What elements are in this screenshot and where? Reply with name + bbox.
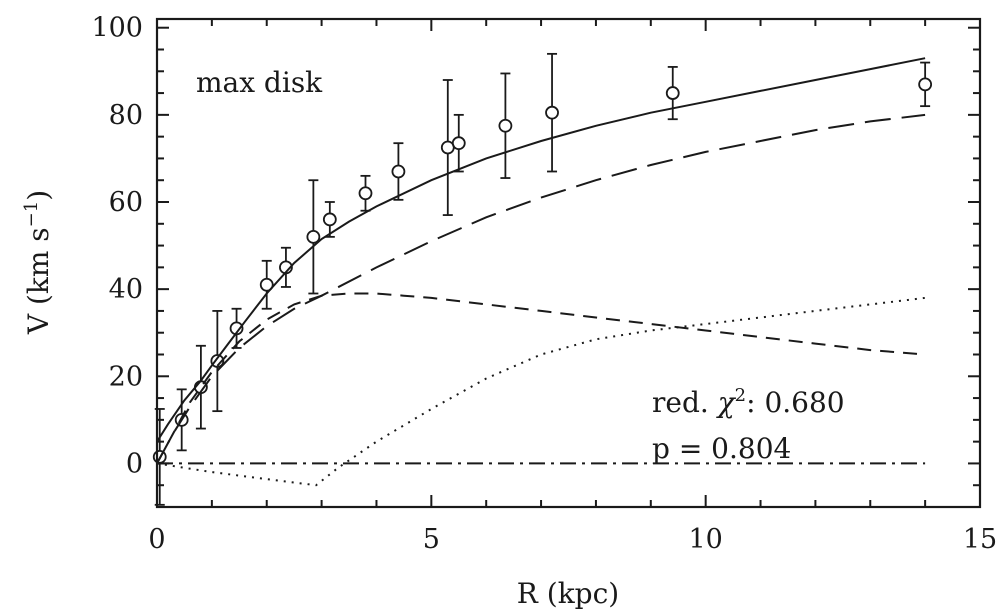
curve-short-dash — [156, 292, 926, 464]
data-point — [193, 344, 208, 430]
chi-value: : 0.680 — [746, 386, 845, 419]
y-tick-label: 40 — [109, 274, 143, 305]
x-tick-labels: 0 5 10 15 — [148, 524, 997, 555]
y-axis-title: V (km s−1) — [21, 190, 55, 335]
y-axis-title-superscript: −1 — [21, 201, 42, 228]
data-points — [152, 52, 933, 506]
point-marker — [279, 260, 293, 275]
curve-solid — [156, 57, 926, 443]
p-value-label: p = 0.804 — [652, 432, 791, 465]
x-tick-label: 15 — [963, 524, 997, 555]
data-point — [259, 259, 274, 310]
x-tick-label: 10 — [688, 524, 722, 555]
data-point — [174, 388, 189, 452]
x-axis-title: R (kpc) — [517, 577, 619, 610]
point-marker — [210, 354, 225, 368]
model-label: max disk — [196, 66, 323, 99]
chi-superscript: 2 — [735, 385, 746, 406]
point-marker — [229, 321, 244, 336]
data-point — [918, 61, 933, 108]
y-tick-label: 0 — [126, 448, 143, 479]
reduced-chi-squared-label: red. χ2: 0.680 — [652, 385, 845, 419]
y-axis-title-close: ) — [22, 190, 55, 201]
data-point — [498, 72, 513, 179]
data-point — [451, 113, 466, 173]
data-point — [322, 201, 337, 238]
data-point — [545, 52, 559, 173]
x-tick-label: 0 — [148, 524, 165, 555]
model-curves — [156, 57, 926, 487]
point-marker — [498, 118, 513, 133]
data-point — [665, 66, 680, 121]
curve-long-dash — [156, 113, 926, 464]
point-marker — [193, 380, 208, 395]
point-marker — [451, 136, 466, 151]
y-tick-label: 60 — [109, 187, 143, 218]
data-point — [440, 79, 455, 216]
data-point — [306, 179, 321, 295]
point-marker — [322, 212, 337, 227]
chi-prefix: red. — [652, 386, 718, 419]
point-marker — [391, 164, 406, 179]
data-point — [391, 142, 406, 201]
y-axis-title-main: V (km s — [22, 227, 55, 335]
data-point — [358, 174, 373, 212]
point-marker — [152, 449, 167, 464]
data-point — [229, 307, 244, 349]
x-tick-label: 5 — [423, 524, 440, 555]
data-point — [210, 310, 225, 413]
point-marker — [545, 105, 559, 120]
point-marker — [358, 186, 373, 201]
y-tick-labels: 0 20 40 60 80 100 — [91, 13, 143, 480]
point-marker — [306, 229, 321, 244]
plot-frame — [155, 17, 982, 509]
data-point — [279, 246, 293, 288]
point-marker — [665, 86, 680, 100]
data-point — [152, 408, 167, 506]
y-tick-label: 20 — [109, 361, 143, 392]
chi-symbol: χ — [716, 386, 737, 419]
point-marker — [174, 412, 189, 427]
point-marker — [259, 277, 274, 292]
y-tick-label: 100 — [91, 13, 143, 44]
point-marker — [918, 77, 933, 92]
y-tick-label: 80 — [109, 100, 143, 131]
